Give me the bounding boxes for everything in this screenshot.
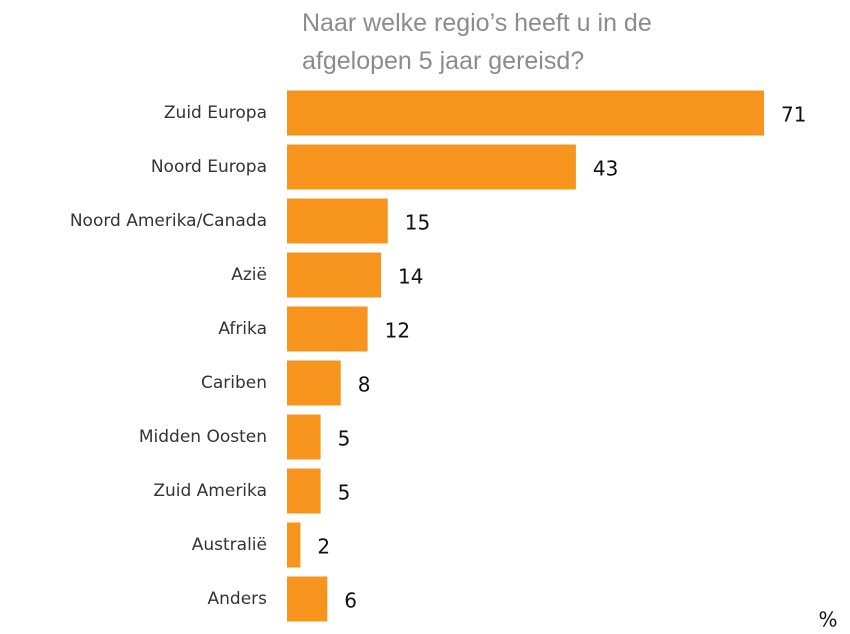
value-label: 71 <box>781 103 806 127</box>
category-label: Afrika <box>218 319 267 339</box>
chart-title: Naar welke regio’s heeft u in de afgelop… <box>302 9 652 75</box>
bar <box>287 414 321 460</box>
category-label: Anders <box>208 589 268 609</box>
bar <box>287 576 328 622</box>
value-label: 6 <box>344 589 357 613</box>
category-label: Midden Oosten <box>139 427 267 447</box>
value-label: 2 <box>317 535 330 559</box>
bar <box>287 468 321 514</box>
category-label: Cariben <box>201 373 267 393</box>
bar <box>287 198 388 244</box>
bar <box>287 360 341 406</box>
value-label: 5 <box>338 427 351 451</box>
category-label: Australië <box>192 535 267 555</box>
category-label: Noord Europa <box>151 157 267 177</box>
category-label: Noord Amerika/Canada <box>70 211 267 231</box>
bar <box>287 144 576 190</box>
value-label: 43 <box>593 157 618 181</box>
bar <box>287 252 382 298</box>
category-label: Azië <box>231 265 267 285</box>
value-label: 15 <box>405 211 430 235</box>
bar <box>287 306 368 352</box>
category-label: Zuid Amerika <box>153 481 267 501</box>
bar <box>287 522 301 568</box>
category-label: Zuid Europa <box>164 103 267 123</box>
bar <box>287 90 764 136</box>
unit-label: % <box>818 608 837 632</box>
value-label: 8 <box>358 373 371 397</box>
value-label: 14 <box>398 265 423 289</box>
value-label: 5 <box>338 481 351 505</box>
value-label: 12 <box>385 319 410 343</box>
